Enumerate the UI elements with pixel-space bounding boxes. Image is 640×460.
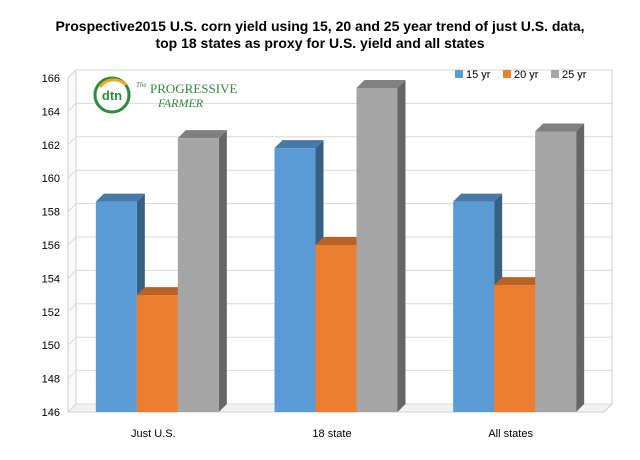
- gridline-depth: [67, 103, 77, 112]
- bar-20-yr: [136, 295, 178, 412]
- chart-title-line-2: top 18 states as proxy for U.S. yield an…: [155, 35, 485, 51]
- chart-title: Prospective2015 U.S. corn yield using 15…: [20, 18, 620, 52]
- bar-15-yr: [274, 148, 316, 412]
- dtn-progressive-farmer-logo: dtn The PROGRESSIVE FARMER: [93, 76, 237, 114]
- gridline-depth: [67, 270, 77, 279]
- gridline-depth: [67, 203, 77, 212]
- bar-top-25yr: [535, 123, 585, 132]
- y-tick-label: 160: [42, 173, 60, 185]
- y-tick-label: 164: [42, 106, 60, 118]
- gridline-depth: [67, 303, 77, 313]
- y-tick-label: 154: [42, 273, 60, 285]
- legend-swatch: [503, 70, 511, 78]
- bar-25-yr: [535, 131, 577, 412]
- legend-swatch: [455, 70, 463, 78]
- x-tick-label: 18 state: [312, 428, 351, 440]
- logo-the-text: The: [136, 81, 147, 89]
- y-tick-label: 152: [42, 307, 60, 319]
- bar-top-25yr: [177, 130, 227, 139]
- legend-swatch: [551, 70, 559, 78]
- bar-top-25yr: [356, 80, 406, 89]
- y-tick-label: 148: [42, 374, 60, 386]
- gridline-depth: [67, 336, 77, 346]
- bar-top-20yr: [315, 237, 365, 245]
- legend-label: 25 yr: [562, 69, 587, 81]
- logo-dtn-text: dtn: [102, 88, 122, 103]
- x-tick-label: Just U.S.: [131, 428, 176, 440]
- bar-15-yr: [95, 201, 137, 412]
- y-tick-label: 156: [42, 240, 60, 252]
- gridline-depth: [67, 169, 77, 179]
- y-tick-label: 162: [42, 140, 60, 152]
- x-tick-label: All states: [488, 428, 533, 440]
- gridline-depth: [67, 236, 77, 246]
- gridline-depth: [67, 403, 77, 413]
- legend-label: 20 yr: [514, 69, 539, 81]
- bar-top-20yr: [494, 277, 544, 286]
- logo-brand-text: PROGRESSIVE: [150, 81, 237, 96]
- bar-top-15yr: [95, 193, 145, 202]
- bar-side-25yr: [397, 80, 406, 413]
- y-tick-label: 150: [42, 340, 60, 352]
- legend-label: 15 yr: [466, 69, 491, 81]
- bar-top-15yr: [453, 193, 503, 202]
- y-tick-label: 166: [42, 73, 60, 85]
- bar-top-15yr: [274, 140, 324, 149]
- bar-side-25yr: [576, 123, 585, 412]
- y-tick-label: 146: [42, 407, 60, 419]
- gridline-depth: [67, 69, 77, 79]
- logo-sub-text: FARMER: [157, 96, 204, 110]
- bar-20-yr: [494, 285, 536, 412]
- bar-25-yr: [356, 88, 398, 413]
- y-tick-label: 158: [42, 207, 60, 219]
- gridline-depth: [67, 370, 77, 379]
- gridline-depth: [67, 136, 77, 146]
- bar-top-20yr: [136, 287, 186, 296]
- chart-title-line-1: Prospective2015 U.S. corn yield using 15…: [55, 18, 585, 34]
- bar-20-yr: [315, 245, 357, 412]
- bar-25-yr: [177, 138, 219, 412]
- bar-15-yr: [453, 201, 495, 412]
- bar-side-25yr: [218, 130, 227, 412]
